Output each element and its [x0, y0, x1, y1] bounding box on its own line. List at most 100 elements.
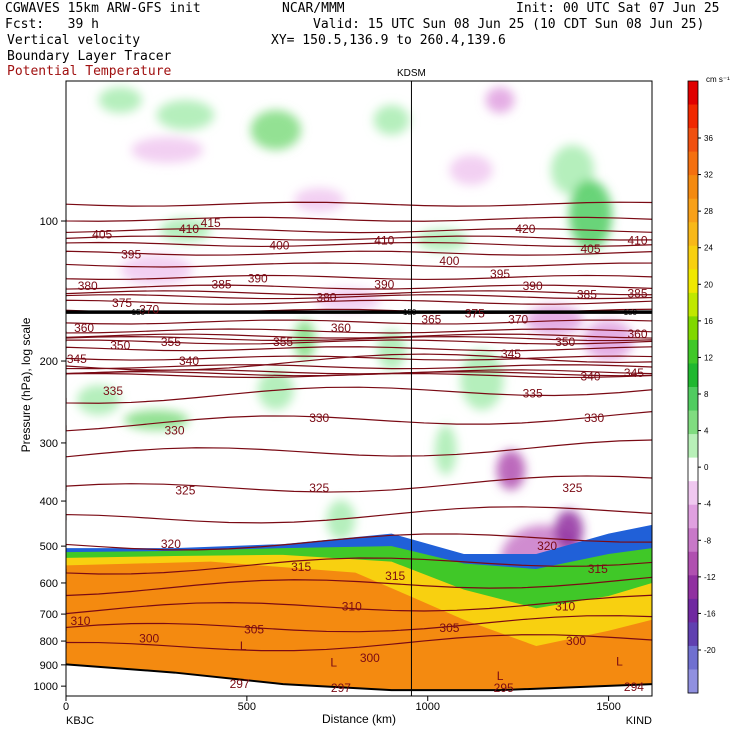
cross-section-endpoints: XY= 150.5,136.9 to 260.4,139.6 [271, 33, 506, 48]
y-tick-label: 400 [40, 496, 58, 508]
theta-label: 400 [269, 239, 289, 253]
theta-label: 385 [212, 278, 232, 292]
colorbar-label: 36 [704, 134, 713, 143]
theta-label: 330 [584, 411, 604, 425]
theta-label: 335 [523, 387, 543, 401]
colorbar-label: 20 [704, 280, 713, 289]
velocity-blob [373, 105, 410, 135]
y-tick-label: 800 [40, 636, 58, 648]
theta-label: 365 [421, 313, 441, 327]
theta-contour [66, 372, 652, 379]
x-axis: 0 500 1000 1500 [63, 696, 621, 713]
theta-label: 310 [70, 614, 90, 628]
low-marker: L [497, 669, 504, 683]
theta-contour [66, 294, 652, 300]
valid-time: Valid: 15 UTC Sun 08 Jun 25 (10 CDT Sun … [313, 17, 705, 32]
theta-label: 395 [490, 267, 510, 281]
theta-label: 380 [316, 290, 336, 304]
theta-contour [66, 615, 652, 633]
colorbar-label: -20 [704, 646, 716, 655]
theta-label: 310 [555, 600, 575, 614]
low-marker: L [240, 639, 247, 653]
colorbar-swatch [688, 598, 698, 623]
theta-label: 420 [515, 222, 535, 236]
colorbar-swatch [688, 128, 698, 153]
theta-label: 294 [624, 680, 644, 694]
colorbar-swatch [688, 104, 698, 129]
theta-label: 295 [494, 681, 514, 695]
colorbar-label: 0 [704, 463, 709, 472]
theta-label: 325 [562, 481, 582, 495]
velocity-blob [496, 450, 526, 490]
theta-label: 375 [112, 296, 132, 310]
velocity-blob [250, 110, 302, 150]
colorbar-swatch [688, 669, 698, 694]
x-tick-label: 500 [238, 701, 256, 713]
velocity-blob [435, 425, 457, 475]
colorbar-label: -8 [704, 536, 712, 545]
colorbar-label: 28 [704, 207, 713, 216]
theta-contour [66, 594, 652, 615]
colorbar-swatch [688, 622, 698, 647]
theta-label: 405 [580, 242, 600, 256]
theta-contour [66, 284, 652, 290]
colorbar-swatch [688, 363, 698, 388]
station-marker-label: KDSM [397, 68, 426, 79]
terrain-below [66, 664, 652, 696]
theta-label: 297 [331, 681, 351, 695]
org-label: NCAR/MMM [282, 1, 345, 16]
colorbar-label: 12 [704, 353, 713, 362]
colorbar-swatch [688, 151, 698, 176]
velocity-blob [98, 87, 142, 113]
theta-label: 360 [74, 321, 94, 335]
theta-label: 340 [179, 354, 199, 368]
right-station-label: KIND [626, 715, 652, 727]
colorbar-swatch [688, 316, 698, 341]
theta-contour [66, 475, 652, 493]
theta-contour [66, 346, 652, 352]
theta-label: 410 [628, 233, 648, 247]
theta-contour [66, 339, 652, 345]
colorbar-swatch [688, 645, 698, 670]
velocity-blob [377, 330, 406, 370]
theta-label: 390 [248, 272, 268, 286]
x-tick-label: 1500 [596, 701, 620, 713]
init-time: Init: 00 UTC Sat 07 Jun 25 [516, 1, 720, 16]
velocity-blob [76, 385, 121, 415]
colorbar-swatch [688, 81, 698, 106]
tracer-orange-layer [66, 561, 652, 691]
theta-label: 385 [628, 286, 648, 300]
y-axis-label: Pressure (hPa), log scale [19, 317, 33, 452]
theta-label: 350 [110, 338, 130, 352]
y-tick-label: 1000 [34, 681, 58, 693]
colorbar-label: 4 [704, 427, 709, 436]
colorbar-label: 32 [704, 171, 713, 180]
theta-label: 385 [577, 288, 597, 302]
colorbar-swatch [688, 387, 698, 412]
tropopause-tag: 150 [403, 308, 417, 317]
terrain-line [66, 663, 652, 692]
colorbar-frame [687, 80, 699, 694]
tropopause-tag: 150 [132, 308, 146, 317]
theta-contour [66, 386, 652, 404]
theta-contour [66, 228, 652, 234]
theta-contour [66, 216, 652, 222]
y-tick-label: 700 [40, 609, 58, 621]
theta-contour [66, 274, 652, 281]
theta-label: 320 [537, 539, 557, 553]
y-tick-label: 500 [40, 541, 58, 553]
colorbar-swatch [688, 504, 698, 529]
velocity-blob [485, 87, 515, 113]
theta-contour [66, 364, 652, 370]
colorbar-swatch [688, 410, 698, 435]
colorbar-label: 24 [704, 244, 713, 253]
theta-contour [66, 506, 652, 524]
theta-label: 370 [139, 303, 159, 317]
theta-contour [66, 634, 652, 652]
theta-contour [66, 369, 652, 375]
colorbar-label: -4 [704, 500, 712, 509]
theta-label: 300 [566, 634, 586, 648]
theta-label: 355 [273, 335, 293, 349]
theta-contour [66, 439, 652, 458]
colorbar-swatch [688, 339, 698, 364]
